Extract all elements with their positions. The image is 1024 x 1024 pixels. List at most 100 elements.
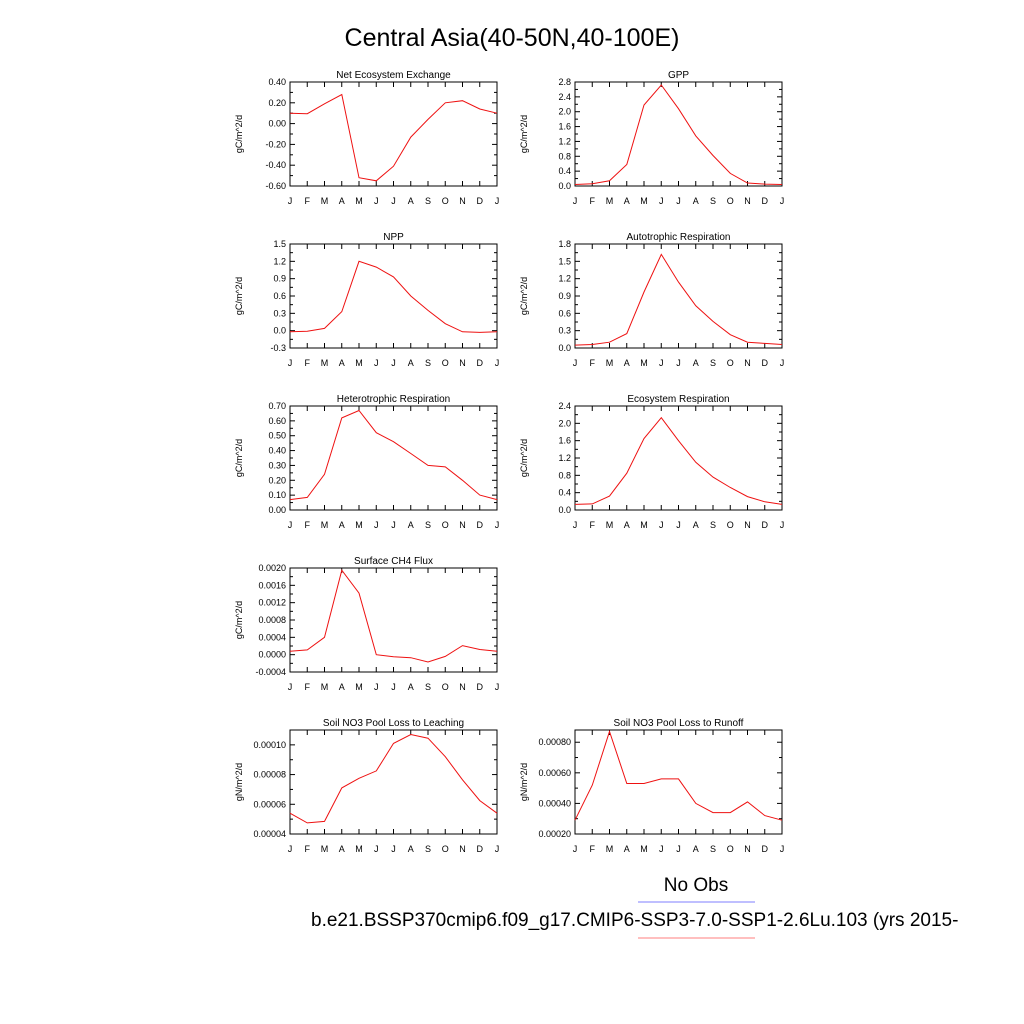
y-axis-label: gC/m^2/d [519,439,529,477]
x-tick-label: F [305,358,311,368]
x-tick-label: N [459,844,466,854]
x-tick-label: D [762,358,769,368]
x-tick-label: A [339,196,345,206]
x-tick-label: A [339,844,345,854]
panels: Net Ecosystem Exchange 0.40 0.20 0.00 -0.20 -… [234,70,784,854]
y-axis-label: gC/m^2/d [234,115,244,153]
plot-frame [574,729,783,835]
panel-title: Autotrophic Respiration [627,232,731,243]
y-axis-label: gC/m^2/d [234,601,244,639]
x-tick-label: N [744,196,751,206]
x-tick-label: M [321,520,329,530]
x-tick-label: D [477,844,484,854]
y-tick-label: -0.20 [265,139,286,149]
x-tick-label: J [495,196,500,206]
y-tick-label: 0.8 [558,470,571,480]
y-tick-label: 1.2 [273,256,286,266]
x-tick-label: M [355,844,363,854]
series-line [289,733,498,824]
panel-title: Surface CH4 Flux [354,556,433,567]
plot-frame [289,405,498,511]
x-tick-label: N [459,682,466,692]
x-tick-label: J [288,520,293,530]
y-tick-label: 1.5 [273,239,286,249]
y-axis-label: gN/m^2/d [519,763,529,801]
x-tick-label: S [710,844,716,854]
y-axis-label: gN/m^2/d [234,763,244,801]
x-tick-label: J [780,358,785,368]
y-tick-label: 0.9 [273,274,286,284]
y-tick-label: 0.00060 [538,768,571,778]
x-tick-label: J [288,682,293,692]
x-tick-label: O [442,520,449,530]
x-tick-label: A [693,196,699,206]
series-line [289,93,498,182]
y-tick-label: 0.50 [268,431,286,441]
legend: No Obs b.e21.BSSP370cmip6.f09_g17.CMIP6-… [311,875,958,939]
series-line [574,416,783,505]
x-tick-label: A [339,520,345,530]
x-tick-label: A [693,520,699,530]
legend-case-label: b.e21.BSSP370cmip6.f09_g17.CMIP6-SSP3-7.… [311,910,958,931]
y-tick-label: 0.0008 [258,615,286,625]
y-tick-label: 0.40 [268,77,286,87]
x-tick-label: J [391,520,396,530]
y-tick-label: 0.0 [558,343,571,353]
x-tick-label: J [573,844,578,854]
x-tick-label: D [477,520,484,530]
x-tick-label: M [606,358,614,368]
y-tick-label: 0.0016 [258,580,286,590]
y-tick-label: 0.00 [268,119,286,129]
series-line [289,569,498,663]
panel-1: Net Ecosystem Exchange 0.40 0.20 0.00 -0.20 -… [234,70,499,206]
y-axis-label: gC/m^2/d [519,277,529,315]
x-tick-label: S [425,520,431,530]
x-tick-label: J [374,358,379,368]
x-tick-label: J [659,520,664,530]
y-axis-label: gC/m^2/d [519,115,529,153]
y-tick-label: 0.0020 [258,563,286,573]
legend-obs-label: No Obs [664,875,728,896]
x-tick-label: A [624,520,630,530]
x-tick-label: F [305,682,311,692]
x-tick-label: J [391,358,396,368]
y-tick-label: 2.8 [558,77,571,87]
x-tick-label: J [573,520,578,530]
x-tick-label: J [391,196,396,206]
x-tick-label: J [573,358,578,368]
y-tick-label: 1.8 [558,239,571,249]
x-tick-label: J [288,196,293,206]
y-tick-label: 0.6 [273,291,286,301]
y-tick-label: 0.9 [558,291,571,301]
x-tick-label: O [727,520,734,530]
panel-title: Soil NO3 Pool Loss to Runoff [614,718,744,729]
x-tick-label: M [640,844,648,854]
y-tick-label: 0.00040 [538,798,571,808]
panel-title: Ecosystem Respiration [627,394,729,405]
x-tick-label: S [425,196,431,206]
x-tick-label: J [573,196,578,206]
x-tick-label: A [408,844,414,854]
x-tick-label: M [606,196,614,206]
x-tick-label: D [477,358,484,368]
x-tick-label: D [477,682,484,692]
x-tick-label: O [727,196,734,206]
x-tick-label: J [676,520,681,530]
x-tick-label: N [459,358,466,368]
x-tick-label: A [624,196,630,206]
y-tick-label: 0.20 [268,475,286,485]
y-tick-label: 2.4 [558,401,571,411]
y-tick-label: 0.0 [558,505,571,515]
panel-4: Autotrophic Respiration 1.8 1.5 1.2 0.9 0.6 0.… [519,232,784,368]
x-tick-label: M [355,358,363,368]
x-tick-label: N [459,196,466,206]
x-tick-label: J [676,844,681,854]
panel-title: Heterotrophic Respiration [337,394,450,405]
x-tick-label: D [762,520,769,530]
x-tick-label: D [477,196,484,206]
x-tick-label: S [425,682,431,692]
x-tick-label: F [590,844,596,854]
x-tick-label: J [495,520,500,530]
x-tick-label: J [391,844,396,854]
x-tick-label: S [710,520,716,530]
